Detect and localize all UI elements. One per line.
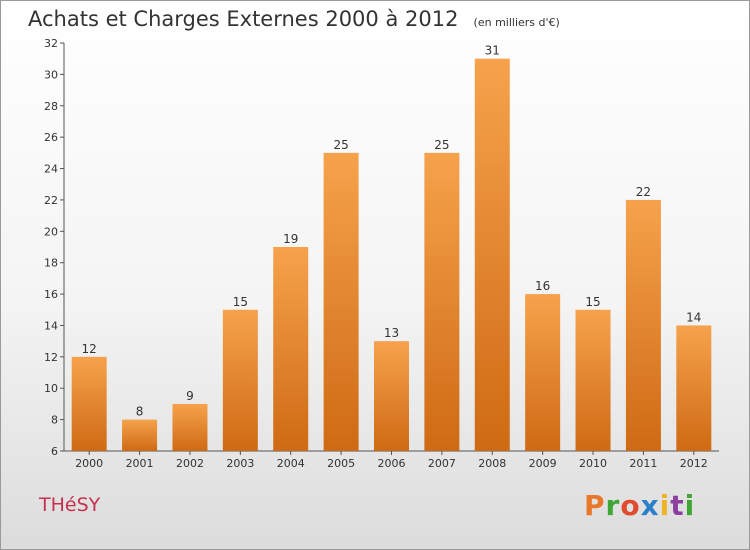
data-label-2006: 13 [384, 326, 399, 340]
y-tick-label: 26 [44, 131, 58, 144]
data-label-2010: 15 [585, 295, 600, 309]
y-tick-label: 8 [51, 414, 58, 427]
bar-2010 [575, 309, 611, 451]
bar-2003 [222, 309, 258, 451]
data-label-2005: 25 [333, 138, 348, 152]
data-label-2007: 25 [434, 138, 449, 152]
bar-2007 [424, 152, 460, 451]
bar-2009 [525, 294, 561, 451]
data-label-2003: 15 [233, 295, 248, 309]
y-tick-label: 14 [44, 319, 58, 332]
data-label-2009: 16 [535, 279, 550, 293]
bar-2000 [71, 356, 107, 451]
logo-letter: i [659, 489, 671, 522]
y-tick-label: 18 [44, 257, 58, 270]
data-label-2004: 19 [283, 232, 298, 246]
x-tick-label-2001: 2001 [126, 457, 154, 470]
x-tick-label-2005: 2005 [327, 457, 355, 470]
bar-2011 [625, 199, 661, 451]
bar-2012 [676, 325, 712, 451]
logo-letter: o [620, 489, 641, 522]
commune-name: THéSY [39, 494, 101, 516]
logo-letter: P [584, 489, 606, 522]
x-tick-label-2002: 2002 [176, 457, 204, 470]
bar-2005 [323, 152, 359, 451]
data-label-2012: 14 [686, 310, 701, 324]
x-tick-label-2011: 2011 [629, 457, 657, 470]
y-tick-label: 22 [44, 194, 58, 207]
x-tick-label-2004: 2004 [277, 457, 305, 470]
logo-letter: t [670, 489, 685, 522]
bar-2006 [374, 341, 409, 451]
data-label-2002: 9 [186, 389, 194, 403]
y-tick-label: 16 [44, 288, 58, 301]
data-label-2000: 12 [82, 342, 97, 356]
chart-title: Achats et Charges Externes 2000 à 2012 [28, 7, 459, 31]
y-tick-label: 30 [44, 68, 58, 81]
logo-letter: x [640, 489, 660, 522]
logo-letter: i [684, 489, 696, 522]
x-tick-label-2010: 2010 [579, 457, 607, 470]
y-tick-label: 32 [44, 37, 58, 50]
y-tick-label: 6 [51, 445, 58, 458]
bar-2002 [172, 403, 208, 451]
data-label-2001: 8 [136, 405, 144, 419]
logo-letter: r [605, 489, 621, 522]
y-tick-label: 12 [44, 351, 58, 364]
x-tick-label-2000: 2000 [75, 457, 103, 470]
y-tick-label: 10 [44, 382, 58, 395]
proxiti-logo: Proxiti [584, 489, 695, 522]
y-tick-label: 28 [44, 100, 58, 113]
data-label-2011: 22 [636, 185, 651, 199]
y-tick-label: 20 [44, 225, 58, 238]
bar-2004 [273, 247, 309, 451]
bar-2001 [122, 419, 158, 451]
x-tick-label-2008: 2008 [478, 457, 506, 470]
x-tick-label-2003: 2003 [226, 457, 254, 470]
x-tick-label-2006: 2006 [378, 457, 406, 470]
x-tick-label-2009: 2009 [529, 457, 557, 470]
chart-subtitle: (en milliers d'€) [473, 16, 560, 29]
bar-2008 [474, 58, 510, 451]
y-tick-label: 24 [44, 163, 58, 176]
data-label-2008: 31 [485, 44, 500, 58]
chart-title-block: Achats et Charges Externes 2000 à 2012 (… [28, 7, 560, 31]
x-tick-label-2007: 2007 [428, 457, 456, 470]
x-tick-label-2012: 2012 [680, 457, 708, 470]
